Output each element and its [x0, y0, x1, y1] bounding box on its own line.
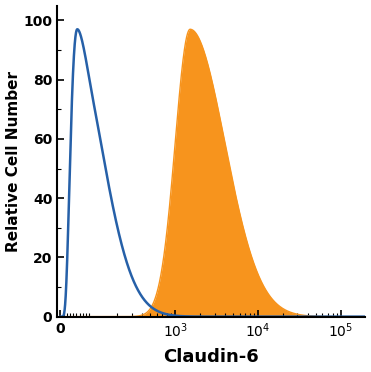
- Y-axis label: Relative Cell Number: Relative Cell Number: [6, 71, 20, 251]
- X-axis label: Claudin-6: Claudin-6: [164, 349, 259, 366]
